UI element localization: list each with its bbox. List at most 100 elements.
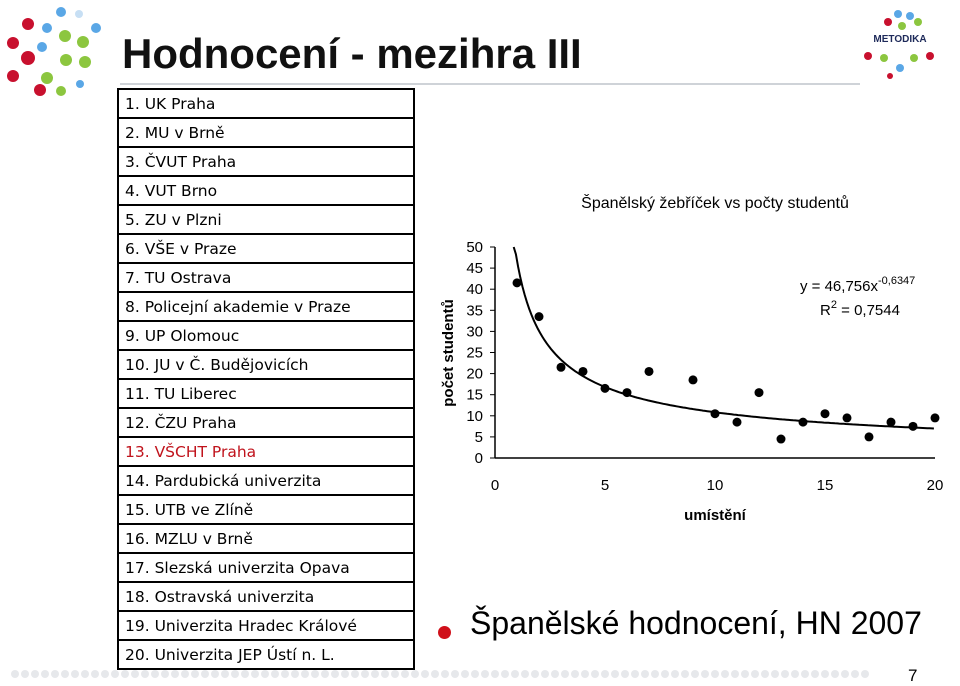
x-axis-label: umístění [684, 507, 747, 524]
footer-dot [191, 670, 199, 678]
header-divider [120, 83, 860, 85]
footer-dot [81, 670, 89, 678]
ranking-row: 17. Slezská univerzita Opava [119, 554, 413, 583]
ranking-row: 6. VŠE v Praze [119, 235, 413, 264]
footer-dot [681, 670, 689, 678]
footer-dot [591, 670, 599, 678]
footer-dot [411, 670, 419, 678]
x-tick-label: 0 [491, 477, 499, 494]
ranking-row: 12. ČZU Praha [119, 409, 413, 438]
footer-dot [751, 670, 759, 678]
footer-dot [401, 670, 409, 678]
footer-dot [471, 670, 479, 678]
y-tick-label: 25 [466, 345, 483, 362]
footer-dot [551, 670, 559, 678]
y-tick-label: 0 [475, 450, 483, 467]
y-tick-label: 35 [466, 302, 483, 319]
footer-dot [61, 670, 69, 678]
footer-dot [491, 670, 499, 678]
ranking-row: 13. VŠCHT Praha [119, 438, 413, 467]
y-tick-label: 30 [466, 323, 483, 340]
footer-dot [431, 670, 439, 678]
footer-dot [201, 670, 209, 678]
decorative-dots [7, 7, 101, 96]
y-tick-label: 50 [466, 239, 483, 256]
footer-dot [311, 670, 319, 678]
data-point [732, 417, 742, 427]
footer-dot [271, 670, 279, 678]
footer-dot [631, 670, 639, 678]
data-point [820, 409, 830, 419]
footer-dot [581, 670, 589, 678]
footer-dot [281, 670, 289, 678]
footer-dot [811, 670, 819, 678]
footer-dot [351, 670, 359, 678]
footer-dot [671, 670, 679, 678]
footer-dot [561, 670, 569, 678]
data-point [842, 413, 852, 423]
footer-dot [321, 670, 329, 678]
metodika-logo: METODIKA [850, 8, 950, 88]
footer-dot [421, 670, 429, 678]
footer-dot [141, 670, 149, 678]
chart-title: Španělský žebříček vs počty studentů [581, 193, 849, 212]
ranking-row: 10. JU v Č. Budějovicích [119, 351, 413, 380]
footer-dot-row [11, 670, 869, 678]
footer-dot [381, 670, 389, 678]
ranking-table: 1. UK Praha 2. MU v Brně 3. ČVUT Praha 4. V… [117, 88, 415, 670]
footer-dot [11, 670, 19, 678]
x-tick-label: 10 [707, 477, 724, 494]
bullet-icon [438, 626, 451, 639]
footer-dot [611, 670, 619, 678]
data-point [512, 278, 522, 288]
data-point [776, 434, 786, 444]
footer-dot [291, 670, 299, 678]
footer-dot [651, 670, 659, 678]
x-tick-label: 15 [817, 477, 834, 494]
data-point [754, 388, 764, 398]
footer-dot [231, 670, 239, 678]
footer-dot [171, 670, 179, 678]
y-tick-label: 5 [475, 429, 483, 446]
y-tick-label: 20 [466, 366, 483, 383]
footer-dot [31, 670, 39, 678]
footer-dot [601, 670, 609, 678]
ranking-row: 11. TU Liberec [119, 380, 413, 409]
x-tick-label: 5 [601, 477, 609, 494]
data-point [578, 366, 588, 376]
logo-text: METODIKA [873, 34, 927, 45]
footer-dot [511, 670, 519, 678]
ranking-row: 2. MU v Brně [119, 119, 413, 148]
data-point [908, 421, 918, 431]
footer-dot [331, 670, 339, 678]
logo-dots-lower-icon [864, 52, 934, 79]
footer-dot [841, 670, 849, 678]
ranking-row: 15. UTB ve Zlíně [119, 496, 413, 525]
ranking-row: 19. Univerzita Hradec Králové [119, 612, 413, 641]
footer-dot [241, 670, 249, 678]
footer-dot [761, 670, 769, 678]
footer-dot [131, 670, 139, 678]
data-point [886, 417, 896, 427]
footer-dot [21, 670, 29, 678]
footer-dot [501, 670, 509, 678]
trendline [512, 246, 934, 430]
footer-dot [91, 670, 99, 678]
footer-dot [301, 670, 309, 678]
footer-dot [741, 670, 749, 678]
footer-dot [451, 670, 459, 678]
data-point [622, 388, 632, 398]
footer-dot [101, 670, 109, 678]
ranking-row: 20. Univerzita JEP Ústí n. L. [119, 641, 413, 670]
ranking-row: 4. VUT Brno [119, 177, 413, 206]
footer-dot [861, 670, 869, 678]
ranking-row: 1. UK Praha [119, 90, 413, 119]
footer-dot [361, 670, 369, 678]
data-point [556, 362, 566, 372]
ranking-row: 16. MZLU v Brně [119, 525, 413, 554]
r-squared-label: R2 = 0,7544 [820, 299, 900, 319]
ranking-row: 14. Pardubická univerzita [119, 467, 413, 496]
footer-dot [71, 670, 79, 678]
footer-dot [691, 670, 699, 678]
footer-dot [441, 670, 449, 678]
